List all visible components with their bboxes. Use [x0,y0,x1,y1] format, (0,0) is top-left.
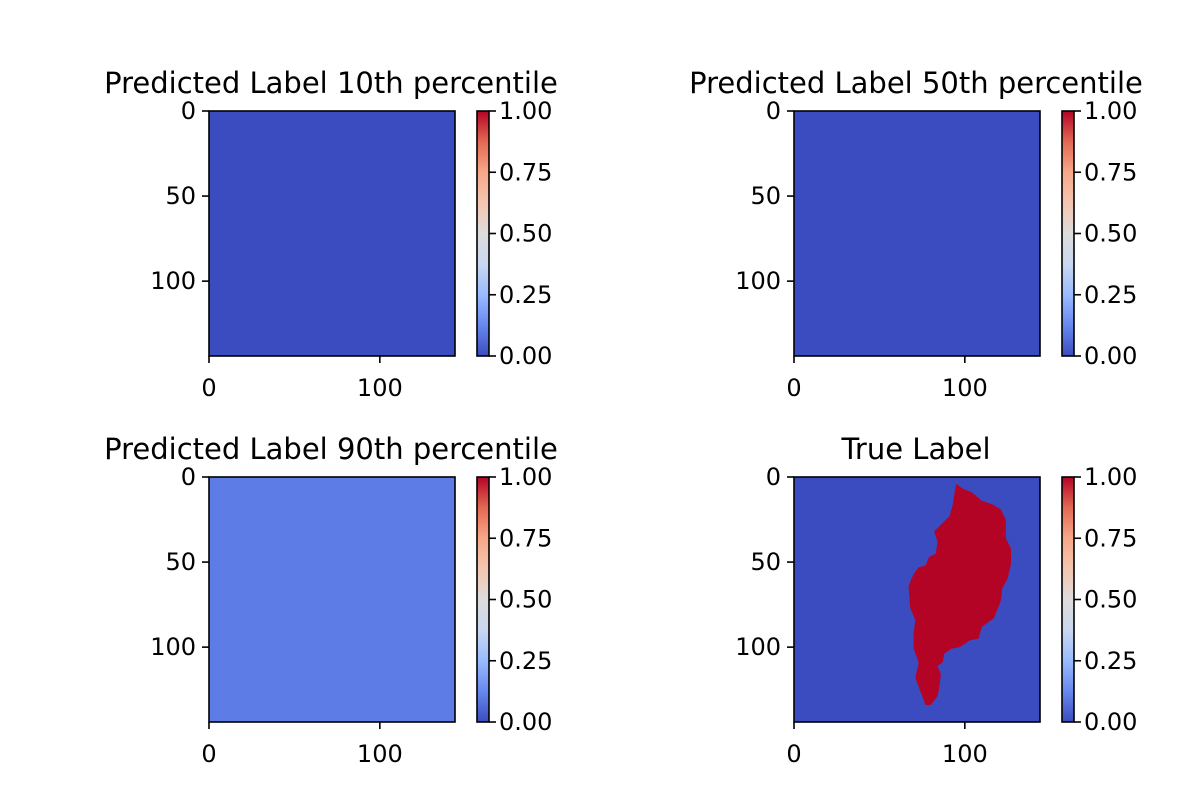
colorbar-fill [477,111,489,356]
axes-frame [793,476,1041,723]
colorbar-fill [477,477,489,722]
x-tick-label: 0 [786,740,801,768]
y-tick-label: 50 [750,548,781,576]
heatmap-cells [209,111,455,356]
heatmap-image [794,111,1040,356]
y-axis: 0 50 100 [735,97,794,295]
axes-frame [208,110,456,357]
heatmap-cells [209,477,455,722]
colorbar: 0.00 0.25 0.50 0.75 1.00 [1061,463,1137,736]
colorbar-tick-label: 0.25 [1084,281,1137,309]
colorbar-tick-label: 0.25 [499,647,552,675]
colorbar-tick-label: 0.25 [499,281,552,309]
panel-1: Predicted Label 10th percentile 0 50 100 0… [104,66,558,402]
panel-2: Predicted Label 50th percentile 0 50 100 0… [689,66,1143,402]
panel-title: Predicted Label 50th percentile [689,66,1143,100]
panel-title: True Label [840,432,990,466]
colorbar-tick-label: 0.50 [1084,586,1137,614]
y-tick-label: 0 [766,97,781,125]
colorbar-tick-label: 0.75 [499,158,552,186]
heatmap-image [209,477,455,722]
heatmap-image [794,477,1040,722]
colorbar-tick-label: 0.00 [499,342,552,370]
colorbar: 0.00 0.25 0.50 0.75 1.00 [476,97,552,370]
x-tick-label: 100 [942,374,988,402]
colorbar: 0.00 0.25 0.50 0.75 1.00 [1061,97,1137,370]
panel-4: True Label 0 50 100 0 100 0.00 0.25 0.50 0.75 1… [735,432,1137,768]
x-tick-label: 0 [786,374,801,402]
y-axis: 0 50 100 [150,463,209,661]
x-axis: 0 100 [201,722,403,768]
y-tick-label: 50 [750,182,781,210]
colorbar-tick-label: 0.00 [1084,342,1137,370]
x-axis: 0 100 [786,722,988,768]
axes-frame [208,476,456,723]
panel-title: Predicted Label 10th percentile [104,66,558,100]
y-tick-label: 100 [150,267,196,295]
colorbar-fill [1062,477,1074,722]
panel-3: Predicted Label 90th percentile 0 50 100 0… [104,432,558,768]
y-tick-label: 100 [735,633,781,661]
x-axis: 0 100 [201,356,403,402]
colorbar-tick-label: 0.75 [1084,158,1137,186]
colorbar-tick-label: 1.00 [1084,97,1137,125]
axes-frame [793,110,1041,357]
y-tick-label: 50 [165,182,196,210]
y-tick-label: 0 [766,463,781,491]
colorbar-tick-label: 0.75 [499,524,552,552]
label-region [908,483,1011,705]
heatmap-image [209,111,455,356]
colorbar-tick-label: 0.50 [499,220,552,248]
x-tick-label: 100 [357,374,403,402]
colorbar-tick-label: 0.00 [499,708,552,736]
colorbar-tick-label: 1.00 [1084,463,1137,491]
x-tick-label: 0 [201,374,216,402]
x-tick-label: 100 [942,740,988,768]
y-axis: 0 50 100 [150,97,209,295]
x-tick-label: 0 [201,740,216,768]
x-tick-label: 100 [357,740,403,768]
y-tick-label: 0 [181,463,196,491]
colorbar-fill [1062,111,1074,356]
y-tick-label: 100 [735,267,781,295]
heatmap-cells [794,111,1040,356]
y-axis: 0 50 100 [735,463,794,661]
colorbar-tick-label: 0.50 [1084,220,1137,248]
y-tick-label: 0 [181,97,196,125]
colorbar-tick-label: 0.50 [499,586,552,614]
x-axis: 0 100 [786,356,988,402]
colorbar-tick-label: 1.00 [499,463,552,491]
colorbar-tick-label: 0.00 [1084,708,1137,736]
y-tick-label: 100 [150,633,196,661]
colorbar-tick-label: 1.00 [499,97,552,125]
y-tick-label: 50 [165,548,196,576]
colorbar-tick-label: 0.75 [1084,524,1137,552]
colorbar-tick-label: 0.25 [1084,647,1137,675]
panel-title: Predicted Label 90th percentile [104,432,558,466]
colorbar: 0.00 0.25 0.50 0.75 1.00 [476,463,552,736]
